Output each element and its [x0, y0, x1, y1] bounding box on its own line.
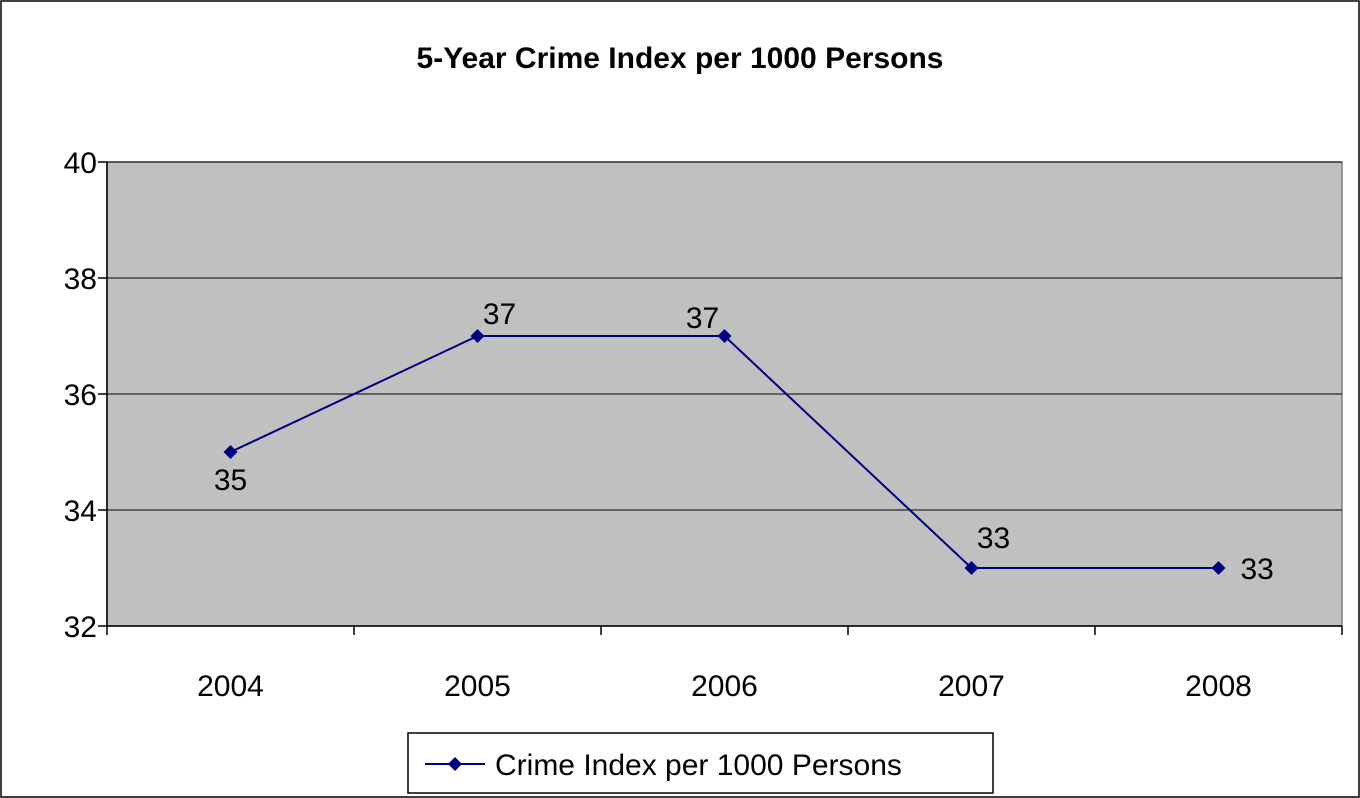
data-labels: 35 37 37 33 33 [214, 298, 1274, 586]
y-axis-tick-labels: 32 34 36 38 40 [64, 147, 97, 644]
x-tick-label: 2004 [197, 670, 264, 703]
data-label: 33 [977, 522, 1010, 555]
x-tick-label: 2005 [444, 670, 511, 703]
legend: Crime Index per 1000 Persons [407, 732, 994, 794]
data-point-marker [964, 561, 979, 575]
data-point-marker [223, 445, 238, 459]
data-point-marker [470, 329, 485, 343]
y-tick-label: 38 [64, 263, 97, 296]
y-tick-label: 32 [64, 611, 97, 644]
legend-marker-swatch [448, 757, 462, 771]
x-tick-label: 2008 [1185, 670, 1252, 703]
legend-label: Crime Index per 1000 Persons [495, 749, 902, 782]
series-line-group [223, 329, 1226, 575]
x-axis-tick-labels: 2004 2005 2006 2007 2008 [197, 670, 1252, 703]
data-label: 35 [214, 464, 247, 497]
data-label: 33 [1241, 553, 1274, 586]
y-tick-label: 36 [64, 379, 97, 412]
data-point-marker [1211, 561, 1226, 575]
x-tick-label: 2007 [938, 670, 1005, 703]
gridlines [107, 161, 1342, 511]
chart-title: 5-Year Crime Index per 1000 Persons [417, 42, 944, 75]
x-tick-label: 2006 [691, 670, 758, 703]
legend-box [407, 732, 994, 794]
data-point-marker [717, 329, 732, 343]
axes [98, 161, 1343, 635]
data-label: 37 [483, 298, 516, 331]
y-tick-label: 34 [64, 495, 97, 528]
y-tick-label: 40 [64, 147, 97, 180]
data-label: 37 [686, 302, 719, 335]
